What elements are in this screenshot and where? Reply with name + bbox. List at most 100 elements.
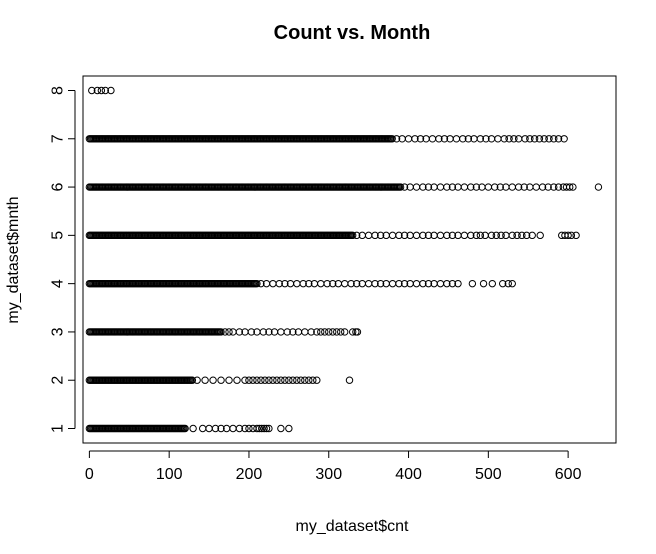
- data-point: [540, 135, 548, 143]
- data-point: [594, 183, 603, 191]
- data-point: [496, 183, 504, 191]
- data-point: [352, 279, 361, 288]
- data-point: [395, 231, 403, 240]
- data-point: [253, 279, 261, 288]
- data-point: [352, 231, 361, 240]
- data-point: [225, 328, 233, 336]
- data-point: [198, 424, 207, 433]
- data-point: [566, 183, 574, 191]
- data-point: [497, 231, 505, 240]
- data-point: [289, 328, 297, 336]
- data-point: [476, 231, 485, 240]
- data-point: [482, 135, 490, 143]
- y-tick-label: 4: [50, 279, 67, 288]
- data-point: [209, 376, 217, 384]
- data-point: [305, 376, 313, 384]
- data-point: [419, 183, 427, 191]
- x-axis: 0 100 200 300 400 500 600: [85, 450, 582, 483]
- data-point: [229, 424, 237, 433]
- data-point: [472, 231, 481, 240]
- data-point: [554, 183, 563, 191]
- data-point: [261, 376, 269, 384]
- data-point: [436, 183, 445, 191]
- data-point: [419, 231, 427, 240]
- data-point: [245, 424, 253, 433]
- data-point: [392, 135, 401, 143]
- data-point: [510, 135, 518, 143]
- data-point: [479, 279, 488, 288]
- data-point: [258, 424, 266, 433]
- data-point: [508, 279, 516, 288]
- data-point: [241, 376, 249, 384]
- data-point: [307, 328, 315, 336]
- data-point: [348, 231, 357, 240]
- data-point: [289, 376, 297, 384]
- data-point: [247, 328, 256, 336]
- data-point: [329, 328, 337, 336]
- data-point: [388, 231, 397, 240]
- data-point: [93, 86, 102, 95]
- data-point: [443, 231, 451, 240]
- data-point: [211, 424, 220, 433]
- data-point: [564, 231, 572, 240]
- data-point: [376, 231, 385, 240]
- data-point: [388, 279, 397, 288]
- data-point: [353, 328, 362, 336]
- x-tick-label: 200: [236, 466, 263, 483]
- data-point: [400, 279, 409, 288]
- plot-frame: [82, 75, 617, 444]
- data-point: [297, 376, 305, 384]
- data-point: [255, 424, 264, 433]
- data-point: [201, 376, 209, 384]
- data-point: [265, 328, 273, 336]
- data-point: [265, 424, 273, 433]
- data-point: [273, 376, 281, 384]
- data-point: [424, 279, 433, 288]
- data-point: [301, 328, 309, 336]
- data-point: [259, 328, 268, 336]
- data-point: [249, 376, 257, 384]
- data-point: [535, 135, 544, 143]
- data-point: [396, 183, 405, 191]
- data-point: [436, 279, 445, 288]
- data-point: [301, 376, 309, 384]
- data-point: [494, 135, 502, 143]
- y-tick-label: 3: [50, 327, 67, 336]
- data-point: [388, 135, 396, 143]
- data-point: [337, 328, 345, 336]
- data-point: [505, 135, 513, 143]
- data-point: [467, 183, 475, 191]
- x-tick-label: 300: [315, 466, 342, 483]
- data-point: [545, 135, 553, 143]
- data-points: [85, 86, 603, 433]
- data-point: [348, 328, 357, 336]
- data-point: [472, 183, 481, 191]
- data-point: [395, 279, 403, 288]
- data-point: [205, 424, 213, 433]
- data-point: [305, 279, 313, 288]
- x-tick-label: 500: [475, 466, 502, 483]
- data-point: [329, 279, 337, 288]
- data-point: [491, 183, 499, 191]
- data-point: [376, 279, 385, 288]
- data-point: [499, 279, 507, 288]
- data-point: [400, 183, 409, 191]
- data-point: [225, 376, 233, 384]
- data-point: [467, 231, 475, 240]
- data-point: [188, 376, 197, 384]
- data-point: [269, 279, 277, 288]
- data-point: [241, 424, 249, 433]
- data-point: [454, 279, 462, 288]
- data-point: [508, 183, 516, 191]
- data-point: [281, 376, 289, 384]
- data-point: [569, 183, 577, 191]
- data-point: [487, 231, 496, 240]
- data-point: [317, 279, 325, 288]
- data-point: [235, 328, 244, 336]
- y-tick-label: 1: [50, 424, 67, 433]
- data-point: [323, 279, 331, 288]
- data-point: [521, 135, 529, 143]
- data-point: [436, 231, 445, 240]
- data-point: [299, 279, 307, 288]
- data-point: [371, 279, 379, 288]
